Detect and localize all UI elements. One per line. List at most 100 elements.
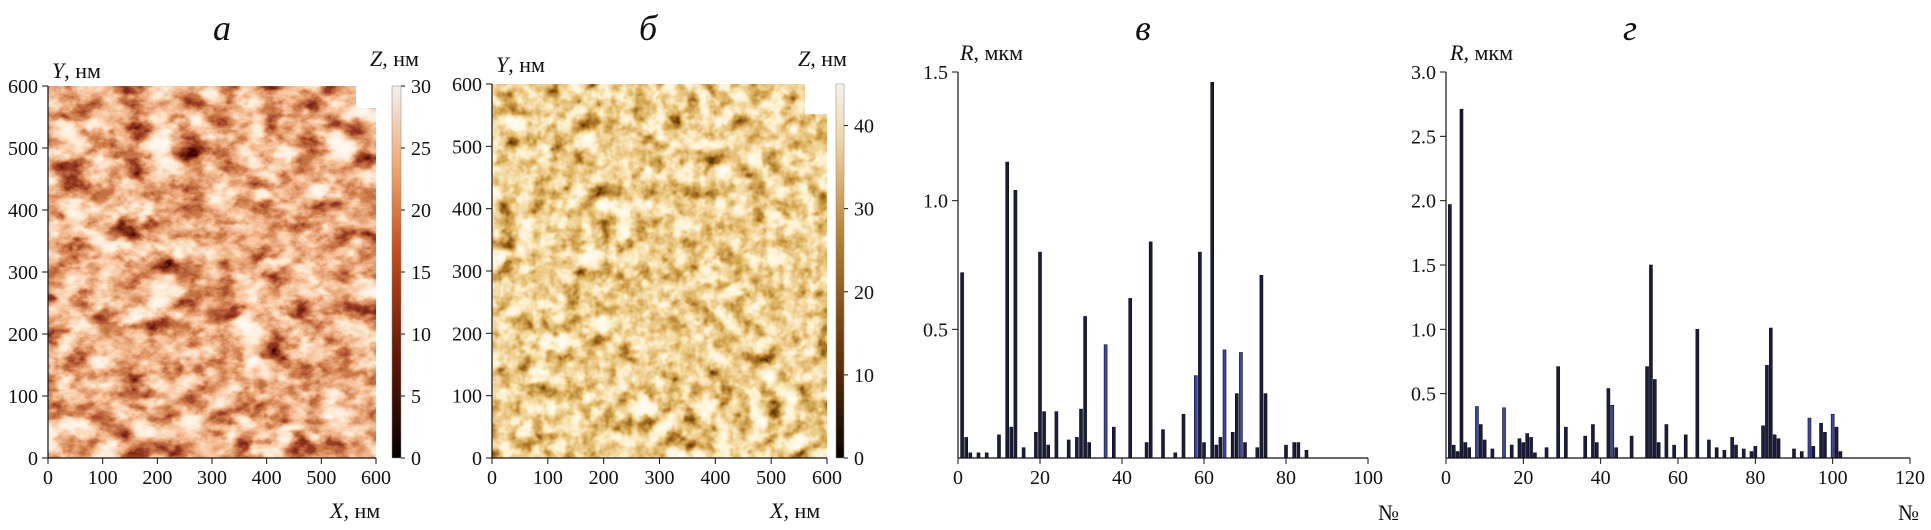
bar	[1672, 444, 1676, 459]
bar	[1066, 439, 1071, 459]
y-tick-label: 600	[452, 74, 482, 96]
y-tick-label: 0	[28, 448, 38, 470]
panel-b-y-title: Y, нм	[496, 52, 545, 77]
bar	[1148, 241, 1153, 459]
bar	[1218, 437, 1223, 459]
bar	[1807, 417, 1812, 459]
panel-d-letter: г	[1623, 8, 1637, 48]
x-tick-label: 40	[1112, 467, 1132, 489]
colorbar-tick-label: 10	[854, 365, 874, 387]
bar	[1296, 442, 1301, 459]
bar	[1645, 366, 1649, 459]
bar	[1734, 444, 1738, 459]
bar	[1448, 204, 1452, 459]
bar	[1144, 442, 1149, 459]
bar	[1087, 442, 1091, 459]
bar	[1776, 438, 1781, 459]
x-tick-label: 200	[142, 467, 172, 489]
bar	[1181, 413, 1186, 459]
bar	[1823, 431, 1827, 459]
bar	[1230, 431, 1235, 459]
bar	[1263, 393, 1268, 459]
bar	[1722, 449, 1727, 459]
panel-d-bars	[1448, 109, 1843, 459]
y-tick-label: 1.0	[923, 191, 948, 213]
bar	[1079, 408, 1083, 459]
y-tick-label: 500	[452, 136, 482, 158]
panel-a-colorbar	[391, 85, 402, 459]
bar	[1544, 447, 1549, 459]
bar	[1284, 444, 1288, 459]
bar	[1038, 251, 1042, 459]
panel-a-missing-corner	[356, 86, 376, 108]
bar	[1034, 431, 1038, 459]
colorbar-tick-label: 20	[854, 282, 874, 304]
panel-b-ticks: 0 100 200 300 400 500 600 0 100 200 300 400 500 600	[452, 74, 842, 489]
panel-c-y-title: R, мкм	[959, 40, 1023, 65]
colorbar-tick-label: 5	[411, 386, 421, 408]
x-tick-label: 600	[361, 467, 391, 489]
bar	[1463, 442, 1468, 459]
x-tick-label: 400	[700, 467, 730, 489]
y-tick-label: 0.5	[923, 319, 948, 341]
bar	[1595, 442, 1599, 459]
panel-c-ticks: 0 20 40 60 80 100 0.5 1.0 1.5	[923, 62, 1383, 489]
bar	[1502, 407, 1506, 459]
bar	[1046, 444, 1050, 459]
bar	[1243, 442, 1247, 459]
colorbar-tick-label: 25	[411, 138, 431, 160]
bar	[1479, 424, 1483, 459]
y-tick-label: 400	[8, 200, 38, 222]
bar	[1830, 413, 1835, 459]
bar	[1235, 393, 1239, 459]
bar	[1811, 446, 1816, 459]
panel-c-letter: в	[1135, 8, 1151, 48]
bar	[1255, 447, 1260, 459]
y-tick-label: 0	[472, 448, 482, 470]
bar	[1239, 352, 1243, 459]
x-tick-label: 40	[1591, 467, 1611, 489]
bar	[1083, 316, 1087, 459]
y-tick-label: 200	[452, 323, 482, 345]
bar	[984, 452, 989, 459]
bar	[1194, 375, 1198, 459]
bar	[1772, 434, 1777, 459]
x-tick-label: 100	[1818, 467, 1848, 489]
colorbar-tick-label: 0	[854, 448, 864, 470]
y-tick-label: 200	[8, 324, 38, 346]
y-tick-label: 3.0	[1411, 62, 1436, 84]
panel-b-letter: б	[639, 8, 659, 48]
panel-c: в R, мкм № 0 20 40 60 80 100 0.5 1.0 1.5	[923, 8, 1399, 525]
bar	[1009, 426, 1014, 459]
bar	[1509, 444, 1514, 459]
panel-d-x-title: №	[1898, 500, 1919, 525]
colorbar-tick-label: 40	[854, 116, 874, 138]
bar	[1075, 437, 1079, 459]
panel-a-y-title: Y, нм	[52, 58, 101, 83]
y-tick-label: 0.5	[1411, 384, 1436, 406]
bar	[1292, 442, 1296, 459]
bar	[1583, 435, 1587, 459]
panel-a-letter: а	[213, 8, 231, 48]
colorbar-tick-label: 10	[411, 324, 431, 346]
bar	[1695, 329, 1700, 459]
bar	[1533, 452, 1537, 459]
panel-a-colorbar-ticks: 0 5 10 15 20 25 30	[401, 76, 431, 470]
bar	[1834, 426, 1839, 459]
panel-b-x-title: X, нм	[769, 498, 820, 523]
bar	[1475, 406, 1479, 459]
y-tick-label: 1.5	[1411, 255, 1436, 277]
panel-a: а 0 100 200 300 400 500 6000100200300400500600…	[8, 8, 431, 523]
y-tick-label: 600	[8, 76, 38, 98]
bar	[1683, 434, 1688, 459]
x-tick-label: 0	[487, 467, 497, 489]
panel-c-x-title: №	[1378, 500, 1399, 525]
y-tick-label: 1.0	[1411, 319, 1436, 341]
x-tick-label: 500	[306, 467, 336, 489]
bar	[1517, 438, 1522, 459]
panel-b-heatmap	[492, 84, 827, 458]
bar	[1529, 437, 1533, 459]
bar	[1103, 344, 1108, 459]
x-tick-label: 80	[1276, 467, 1296, 489]
bar	[964, 437, 969, 459]
